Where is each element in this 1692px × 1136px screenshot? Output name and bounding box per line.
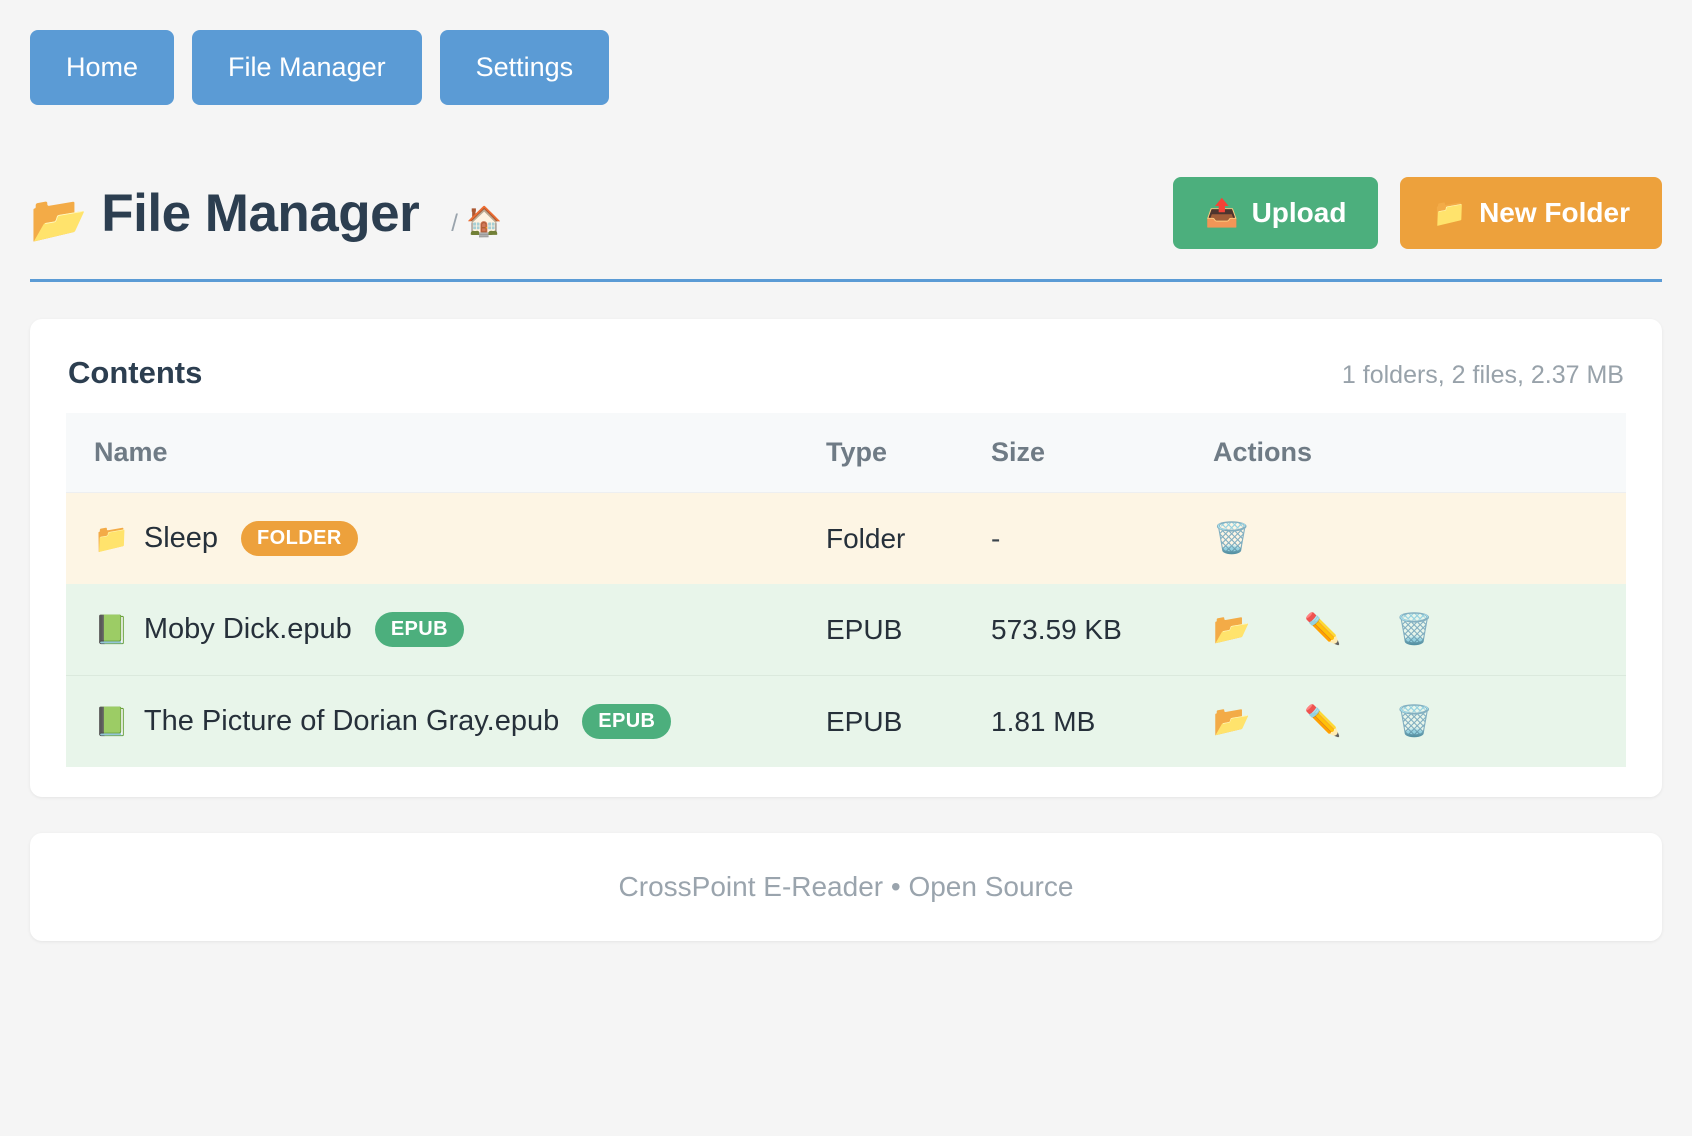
cell-size: 573.59 KB [991, 613, 1122, 645]
folder-icon: 📁 [1432, 197, 1467, 228]
breadcrumb-separator: / [451, 209, 458, 237]
green-book-icon: 📗 [94, 613, 129, 645]
upload-button[interactable]: 📤 Upload [1172, 177, 1379, 249]
open-folder-icon[interactable]: 📂 [1213, 704, 1251, 738]
green-book-icon: 📗 [94, 705, 129, 737]
item-name[interactable]: Sleep [143, 522, 219, 554]
open-folder-icon: 📂 [30, 192, 88, 245]
status-badge: EPUB [582, 704, 672, 739]
column-header-actions: Actions [1213, 437, 1313, 467]
table-row[interactable]: 📁 Sleep FOLDER Folder - 🗑️ [66, 492, 1626, 585]
table-row[interactable]: 📗 The Picture of Dorian Gray.epub EPUB E… [66, 675, 1626, 768]
home-icon[interactable]: 🏠 [465, 205, 503, 238]
page-title-group: 📂 File Manager / 🏠 [30, 183, 502, 245]
nav-item-file-manager[interactable]: File Manager [192, 30, 422, 105]
cell-name: 📗 The Picture of Dorian Gray.epub EPUB [66, 676, 826, 768]
table-row[interactable]: 📗 Moby Dick.epub EPUB EPUB 573.59 KB 📂 ✏… [66, 584, 1626, 676]
cell-type: EPUB [826, 613, 903, 645]
pencil-icon[interactable]: ✏️ [1304, 704, 1342, 738]
contents-table: Name Type Size Actions 📁 Sleep FOLDER [66, 413, 1626, 767]
footer-text: CrossPoint E-Reader • Open Source [618, 871, 1074, 902]
contents-title: Contents [68, 355, 203, 390]
cell-type: EPUB [826, 705, 903, 737]
page-header: 📂 File Manager / 🏠 📤 Upload 📁 New Folder [30, 177, 1662, 282]
table-head: Name Type Size Actions [66, 413, 1626, 493]
open-folder-icon[interactable]: 📂 [1213, 612, 1251, 646]
page-title: File Manager [101, 183, 420, 243]
folder-icon: 📁 [94, 522, 129, 554]
top-navbar: Home File Manager Settings [30, 0, 1662, 105]
column-header-name[interactable]: Name [94, 437, 168, 467]
cell-name: 📁 Sleep FOLDER [66, 493, 826, 585]
outbox-tray-icon: 📤 [1204, 197, 1239, 228]
status-badge: FOLDER [241, 521, 358, 556]
page-footer: CrossPoint E-Reader • Open Source [30, 833, 1662, 941]
upload-button-label: Upload [1251, 197, 1347, 228]
column-header-type[interactable]: Type [826, 437, 888, 467]
cell-name: 📗 Moby Dick.epub EPUB [66, 584, 826, 676]
column-header-size[interactable]: Size [991, 437, 1046, 467]
pencil-icon[interactable]: ✏️ [1304, 612, 1342, 646]
table-header-row: Name Type Size Actions [66, 413, 1626, 493]
cell-actions: 🗑️ [1213, 493, 1626, 585]
status-badge: EPUB [374, 612, 464, 647]
new-folder-button-label: New Folder [1479, 197, 1630, 228]
table-body: 📁 Sleep FOLDER Folder - 🗑️ [66, 492, 1626, 768]
contents-card-header: Contents 1 folders, 2 files, 2.37 MB [66, 355, 1626, 413]
nav-item-settings[interactable]: Settings [439, 30, 610, 105]
breadcrumb: / 🏠 [451, 205, 502, 239]
item-name[interactable]: The Picture of Dorian Gray.epub [143, 705, 560, 737]
item-name[interactable]: Moby Dick.epub [143, 613, 352, 645]
cell-actions: 📂 ✏️ 🗑️ [1213, 676, 1626, 768]
contents-card: Contents 1 folders, 2 files, 2.37 MB Nam… [30, 319, 1662, 797]
cell-actions: 📂 ✏️ 🗑️ [1213, 584, 1626, 676]
cell-size: 1.81 MB [991, 705, 1096, 737]
cell-size: - [991, 522, 1001, 554]
delete-icon[interactable]: 🗑️ [1395, 612, 1434, 646]
cell-type: Folder [826, 522, 906, 554]
delete-icon[interactable]: 🗑️ [1395, 704, 1434, 738]
nav-item-home[interactable]: Home [30, 30, 175, 105]
contents-stats: 1 folders, 2 files, 2.37 MB [1341, 361, 1624, 389]
delete-icon[interactable]: 🗑️ [1213, 521, 1251, 555]
header-actions: 📤 Upload 📁 New Folder [1172, 177, 1662, 249]
new-folder-button[interactable]: 📁 New Folder [1400, 177, 1662, 249]
